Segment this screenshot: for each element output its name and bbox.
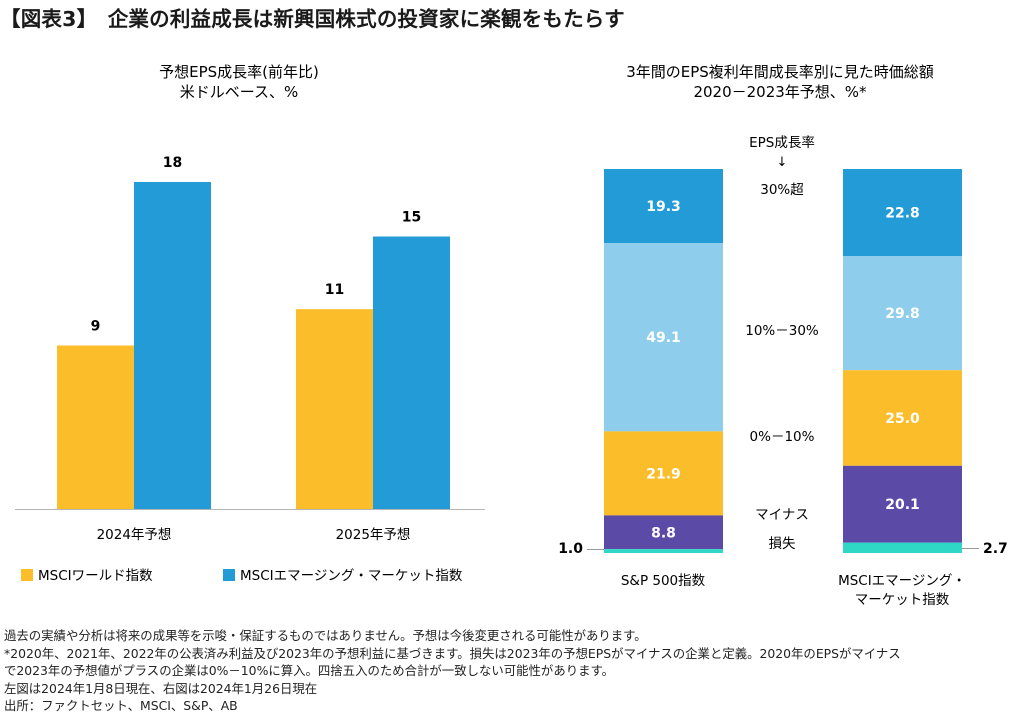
segment-label-col1-over30: 19.3 <box>646 199 681 215</box>
column-label-sp500: S&P 500指数 <box>621 573 706 589</box>
bar-msci-world-1 <box>57 345 134 509</box>
segment-col2-loss <box>843 542 962 553</box>
band-header-arrow: ↓ <box>777 155 788 170</box>
footnote-source: 出所：ファクトセット、MSCI、S&P、AB <box>4 698 238 714</box>
segment-col2-over30 <box>843 169 962 257</box>
segment-label-col2-10-30: 29.8 <box>885 306 920 322</box>
bar-msci-world-2 <box>296 309 373 509</box>
footnote-disclaimer: 過去の実績や分析は将来の成果等を示唆・保証するものではありません。予想は今後変更… <box>4 628 647 643</box>
segment-label-col2-negative: 20.1 <box>885 497 920 513</box>
segment-col2-0-10 <box>843 370 962 466</box>
segment-label-col1-10-30: 49.1 <box>646 330 681 346</box>
data-label-msci-world-2: 11 <box>325 282 344 298</box>
band-label-10-30: 10%－30% <box>745 323 819 339</box>
band-label-negative: マイナス <box>755 507 809 523</box>
segment-label-col1-negative: 8.8 <box>651 525 676 541</box>
x-tick-label-2: 2025年予想 <box>336 527 411 543</box>
footnote-methodology-2: で2023年の予想値がプラスの企業は0%－10%に算入。四捨五入のため合計が一致… <box>4 663 615 679</box>
legend-label-msci-world: MSCIワールド指数 <box>38 568 153 584</box>
x-tick-label-1: 2024年予想 <box>97 527 172 543</box>
data-label-msci-world-1: 9 <box>91 319 101 335</box>
bar-msci-em-2 <box>373 236 450 509</box>
right-chart-subtitle: 2020－2023年予想、%* <box>693 83 867 101</box>
legend-swatch-msci-em <box>223 569 235 581</box>
column-label-msci-em-line1: MSCIエマージング・ <box>838 573 966 589</box>
legend-label-msci-em: MSCIエマージング・マーケット指数 <box>240 568 463 584</box>
segment-col1-loss <box>604 549 723 553</box>
footnote-methodology-1: *2020年、2021年、2022年の公表済み利益及び2023年の予想利益に基づ… <box>4 645 901 661</box>
bar-msci-em-1 <box>134 182 211 509</box>
segment-label-col2-0-10: 25.0 <box>885 411 920 427</box>
segment-label-col2-loss: 2.7 <box>983 541 1008 557</box>
data-label-msci-em-1: 18 <box>163 155 182 171</box>
band-label-loss: 損失 <box>769 536 797 552</box>
segment-col1-10-30 <box>604 243 723 432</box>
footnotes: 過去の実績や分析は将来の成果等を示唆・保証するものではありません。予想は今後変更… <box>4 627 901 715</box>
left-chart-title: 予想EPS成長率(前年比) <box>159 63 319 81</box>
left-chart-subtitle: 米ドルベース、% <box>180 83 299 101</box>
band-header: EPS成長率 <box>749 134 815 151</box>
segment-col2-negative <box>843 465 962 543</box>
segment-col2-10-30 <box>843 256 962 371</box>
right-chart-title: 3年間のEPS複利年間成長率別に見た時価総額 <box>626 63 934 81</box>
page-title: 【図表3】 企業の利益成長は新興国株式の投資家に楽観をもたらす <box>0 7 625 31</box>
data-label-msci-em-2: 15 <box>402 210 421 226</box>
segment-col1-over30 <box>604 169 723 244</box>
legend-swatch-msci-world <box>21 569 33 581</box>
segment-col1-negative <box>604 515 723 550</box>
band-label-over30: 30%超 <box>760 182 804 198</box>
segment-label-col1-loss: 1.0 <box>558 541 583 557</box>
segment-col1-0-10 <box>604 431 723 516</box>
segment-label-col2-over30: 22.8 <box>885 206 920 222</box>
column-label-msci-em-line2: マーケット指数 <box>855 592 950 608</box>
band-label-0-10: 0%－10% <box>750 429 815 445</box>
footnote-dates: 左図は2024年1月8日現在、右図は2024年1月26日現在 <box>4 680 318 696</box>
segment-label-col1-0-10: 21.9 <box>646 466 681 482</box>
